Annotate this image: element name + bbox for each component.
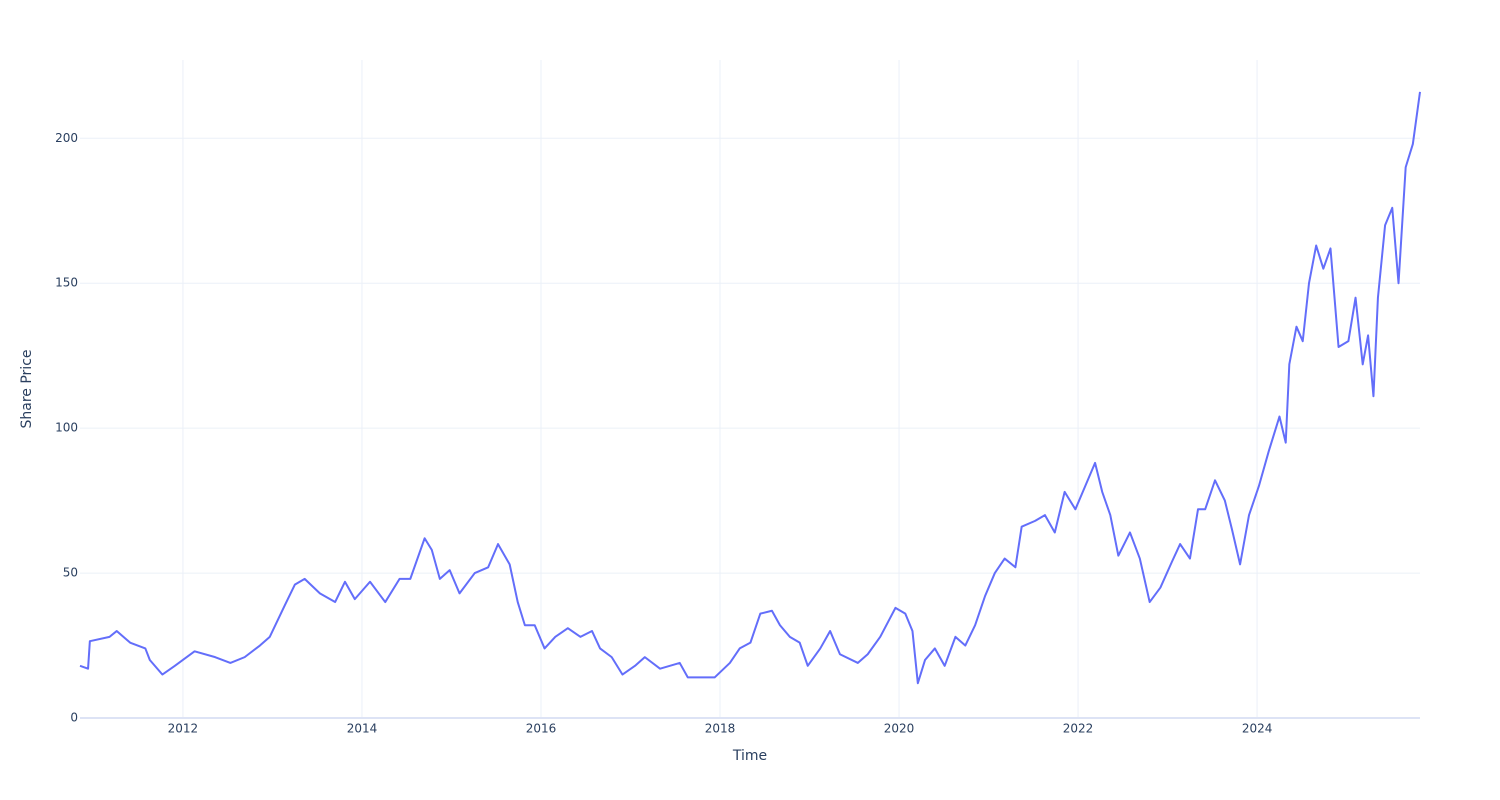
y-tick-label: 150 [55,276,78,290]
y-tick-label: 200 [55,131,78,145]
y-tick-label: 0 [70,711,78,725]
y-tick-label: 100 [55,421,78,435]
x-tick-label: 2020 [884,722,915,736]
x-tick-label: 2016 [526,722,557,736]
x-tick-label: 2022 [1063,722,1094,736]
x-tick-label: 2012 [168,722,199,736]
x-tick-label: 2018 [705,722,736,736]
line [79,91,1421,685]
x-axis-title: Time [732,748,767,764]
x-tick-label: 2014 [347,722,378,736]
y-axis-title: Share Price [19,349,35,428]
y-tick-label: 50 [63,566,78,580]
x-tick-label: 2024 [1242,722,1273,736]
